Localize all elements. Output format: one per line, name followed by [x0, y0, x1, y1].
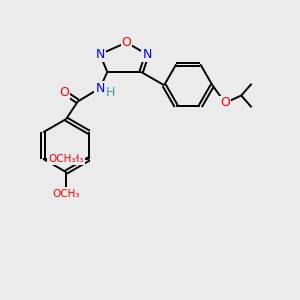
Text: N: N [95, 82, 105, 95]
Text: OCH₃: OCH₃ [48, 154, 75, 164]
Text: O: O [220, 96, 230, 110]
Text: N: N [142, 48, 152, 61]
Text: O: O [60, 86, 70, 99]
Text: O: O [122, 36, 131, 49]
Text: H: H [106, 86, 115, 99]
Text: OCH₃: OCH₃ [52, 189, 80, 199]
Text: OCH₃: OCH₃ [57, 154, 84, 164]
Text: N: N [95, 48, 105, 61]
